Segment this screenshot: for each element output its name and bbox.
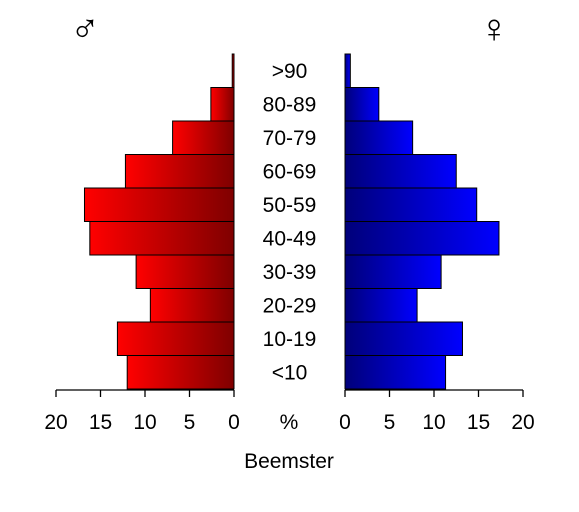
female-bar [344,154,457,189]
age-group-label: 40-49 [263,227,317,250]
female-bar [344,87,380,122]
chart-caption: Beemster [244,450,334,473]
female-bar [344,53,351,88]
male-bar [210,87,235,122]
female-symbol: ♀ [479,7,509,51]
female-axis-ticks: 0 5 10 15 20 [339,390,535,434]
age-group-label: 10-19 [263,328,317,351]
male-bar [83,187,235,222]
female-axis-tick-label: 0 [339,411,351,434]
female-axis-tick-label: 5 [384,411,396,434]
female-bar [344,254,442,289]
male-bar [231,53,235,88]
age-group-label: <10 [272,361,308,384]
age-group-labels: <10 10-19 20-29 30-39 40-49 50-59 60-69 70-79 80… [263,60,317,385]
male-bar [172,120,235,155]
female-bar [344,221,500,256]
male-axis-tick-label: 0 [228,411,240,434]
male-axis-tick-label: 20 [44,411,67,434]
female-bar [344,321,463,356]
female-axis-tick-label: 10 [422,411,445,434]
female-bar [344,187,478,222]
female-bar [344,120,414,155]
male-axis-tick-label: 15 [89,411,112,434]
female-bars [344,53,500,390]
center-axis-label: % [280,411,299,434]
female-bar [344,355,447,390]
male-bars [83,53,235,390]
male-bar [89,221,235,256]
male-bar [116,321,235,356]
male-axis-ticks: 20 15 10 5 0 [44,390,240,434]
male-bar [126,355,235,390]
female-bar [344,288,418,323]
male-bar [124,154,235,189]
male-axis-tick-label: 10 [133,411,156,434]
male-axis-tick-label: 5 [184,411,196,434]
age-group-label: 60-69 [263,160,317,183]
female-axis-tick-label: 20 [511,411,534,434]
male-symbol: ♂ [70,7,100,51]
age-group-label: 50-59 [263,194,317,217]
age-group-label: 80-89 [263,93,317,116]
age-group-label: 30-39 [263,261,317,284]
male-bar [149,288,235,323]
age-group-label: >90 [272,60,308,83]
age-group-label: 20-29 [263,294,317,317]
male-bar [135,254,235,289]
age-group-label: 70-79 [263,127,317,150]
female-axis-tick-label: 15 [467,411,490,434]
